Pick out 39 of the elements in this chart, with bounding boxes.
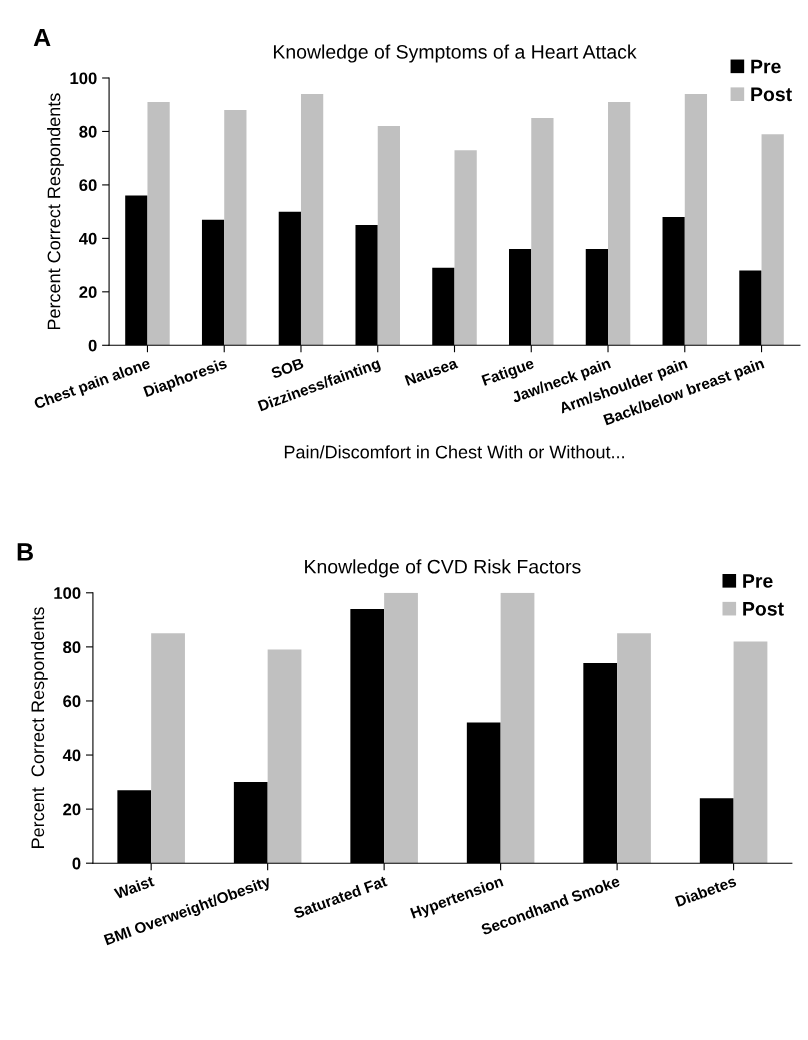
bar [733, 641, 768, 864]
legend-label: Post [751, 87, 792, 102]
bar [684, 94, 708, 346]
bar [384, 592, 418, 864]
y-tick-label: 100 [54, 587, 81, 599]
y-tick-label: 100 [70, 72, 97, 85]
y-tick-label: 60 [79, 179, 97, 192]
y-tick-label: 40 [78, 232, 97, 245]
y-axis-title: Percent Correct Respondents [47, 93, 64, 330]
y-tick-label: 0 [88, 339, 97, 352]
y-tick-label: 20 [63, 803, 81, 816]
y-tick-label: 60 [63, 695, 81, 708]
bar [147, 102, 170, 346]
legend-label: Pre [751, 59, 781, 74]
y-tick-label: 40 [62, 749, 81, 762]
bar [224, 110, 247, 346]
bar [617, 633, 651, 864]
chart-title: Knowledge of CVD Risk Factors [305, 559, 581, 578]
text: A [33, 28, 51, 47]
bar [531, 118, 554, 346]
bar [500, 592, 535, 864]
bar [454, 150, 477, 346]
bar [300, 94, 324, 346]
bar [608, 102, 631, 346]
legend-label: Pre [743, 574, 773, 588]
y-tick-label: 80 [63, 641, 81, 654]
y-tick-label: 20 [79, 286, 97, 299]
text: B [17, 543, 33, 561]
bar [267, 649, 302, 864]
x-tick-label: Nausea [404, 357, 459, 386]
chart-title: Knowledge of Symptoms of a Heart Attack [273, 44, 637, 63]
x-axis-title: Pain/Discomfort in Chest With or Without... [284, 445, 624, 459]
y-tick-label: 80 [79, 125, 97, 138]
bar [761, 134, 784, 346]
y-axis-title: Percent Correct Respondents [30, 607, 48, 848]
legend-label: Post [743, 602, 784, 616]
bar [377, 126, 400, 346]
y-tick-label: 0 [72, 857, 81, 870]
bar [151, 633, 185, 864]
